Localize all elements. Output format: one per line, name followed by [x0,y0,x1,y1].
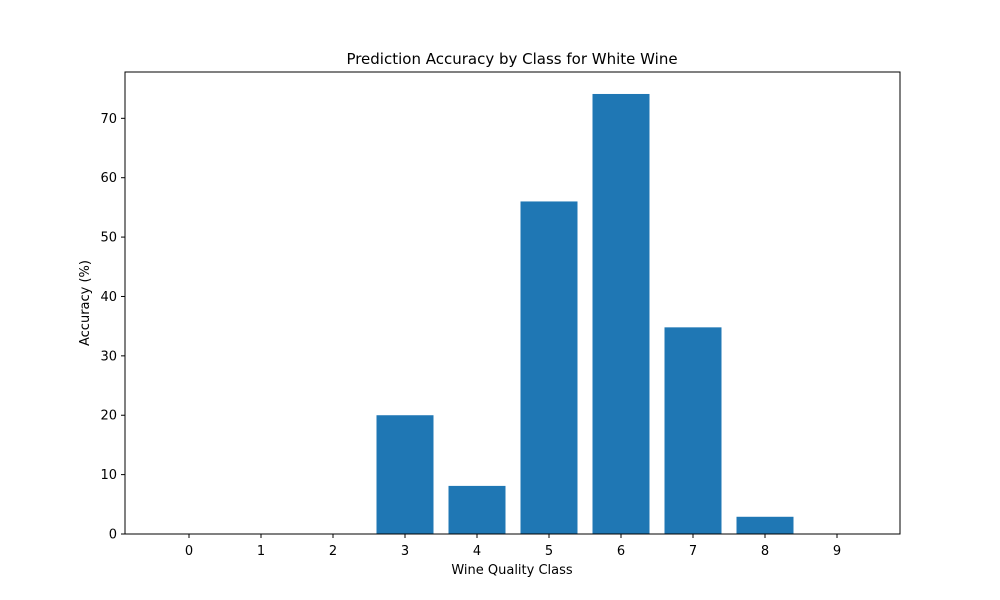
x-tick-label: 9 [833,544,841,559]
y-tick-label: 70 [100,112,117,127]
bar-class-6 [592,93,650,534]
x-axis-ticks: 0 1 2 3 4 5 6 7 8 9 [185,534,841,559]
x-tick-label: 5 [545,544,553,559]
y-tick-label: 10 [100,468,117,483]
x-tick-label: 6 [617,544,625,559]
bar-class-5 [520,201,578,534]
y-tick-label: 40 [100,290,117,305]
y-axis-ticks: 0 10 20 30 40 50 60 70 [100,112,125,543]
x-tick-label: 1 [257,544,265,559]
chart-title: Prediction Accuracy by Class for White W… [346,50,677,68]
x-tick-label: 8 [761,544,769,559]
y-axis-label: Accuracy (%) [78,260,93,346]
y-tick-label: 50 [100,231,117,246]
y-tick-label: 0 [109,528,117,543]
x-tick-label: 2 [329,544,337,559]
bar-class-4 [448,485,506,534]
bar-class-7 [664,327,722,534]
x-axis-label: Wine Quality Class [451,563,573,578]
y-tick-label: 60 [100,171,117,186]
y-tick-label: 30 [100,349,117,364]
plot-frame [124,71,901,535]
x-tick-label: 7 [689,544,697,559]
bars-group [376,93,794,534]
x-tick-label: 3 [401,544,409,559]
x-tick-label: 0 [185,544,193,559]
x-tick-label: 4 [473,544,481,559]
bar-class-3 [376,415,434,534]
y-tick-label: 20 [100,409,117,424]
bar-class-8 [736,516,794,534]
